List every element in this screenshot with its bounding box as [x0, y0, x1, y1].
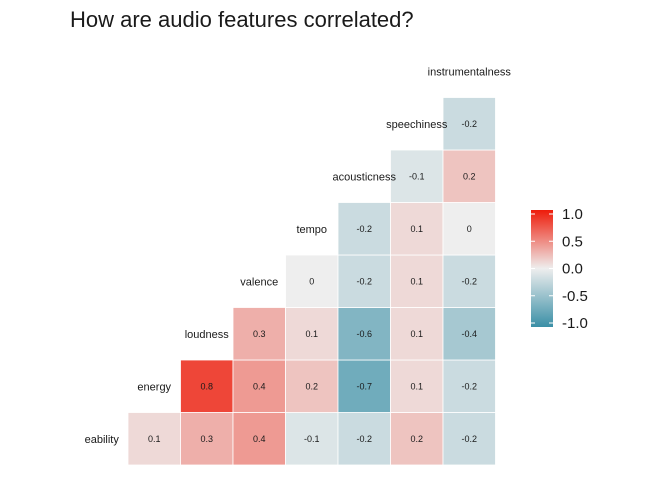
cell-value-label: -0.2 [356, 434, 372, 444]
row-label-speechiness: speechiness [386, 119, 448, 131]
cell-value-label: -0.1 [304, 434, 320, 444]
heatmap-cell-danceability-acousticness [337, 412, 391, 466]
cell-value-label: 0.1 [410, 224, 423, 234]
heatmap-cell-loudness-instrumentalness [442, 307, 496, 361]
cell-value-label: -0.4 [461, 329, 477, 339]
heatmap-cell-loudness-tempo [285, 307, 339, 361]
row-label-instrumentalness: instrumentalness [428, 66, 512, 78]
heatmap-cell-loudness-valence [232, 307, 286, 361]
heatmap-cell-valence-acousticness [337, 254, 391, 308]
row-label-loudness: loudness [185, 329, 230, 341]
cell-value-label: 0.2 [305, 381, 318, 391]
row-label-acousticness: acousticness [332, 171, 396, 183]
heatmap-cell-tempo-speechiness [390, 202, 444, 256]
cell-value-label: -0.7 [356, 381, 372, 391]
row-label-energy: energy [137, 381, 171, 393]
cell-value-label: 0.2 [463, 171, 476, 181]
legend-tick-label: -1.0 [562, 315, 588, 332]
cell-value-label: -0.2 [461, 434, 477, 444]
cell-value-label: -0.1 [409, 171, 425, 181]
cell-value-label: 0.1 [148, 434, 161, 444]
legend-tick-label: 0.0 [562, 261, 583, 278]
cell-value-label: 0.4 [253, 434, 266, 444]
heatmap-cell-energy-acousticness [337, 359, 391, 413]
heatmap-cell-danceability-energy [127, 412, 181, 466]
heatmap-cell-energy-speechiness [390, 359, 444, 413]
heatmap-cell-valence-instrumentalness [442, 254, 496, 308]
heatmap-cell-speechiness-instrumentalness [442, 97, 496, 151]
legend-color-bar [531, 210, 553, 327]
chart-title: How are audio features correlated? [70, 7, 414, 32]
heatmap-cell-energy-instrumentalness [442, 359, 496, 413]
legend-tick-label: -0.5 [562, 288, 588, 305]
cell-value-label: 0.1 [410, 381, 423, 391]
legend-tick-label: 1.0 [562, 206, 583, 223]
cell-value-label: 0.1 [410, 276, 423, 286]
heatmap-cell-energy-valence [232, 359, 286, 413]
cell-value-label: -0.2 [461, 276, 477, 286]
heatmap-cell-loudness-speechiness [390, 307, 444, 361]
cell-value-label: 0.1 [410, 329, 423, 339]
heatmap-cell-valence-tempo [285, 254, 339, 308]
cell-value-label: -0.2 [461, 381, 477, 391]
legend-tick-label: 0.5 [562, 233, 583, 250]
cell-value-label: 0.3 [253, 329, 266, 339]
heatmap-cell-danceability-instrumentalness [442, 412, 496, 466]
heatmap-cell-danceability-valence [232, 412, 286, 466]
cell-value-label: 0.4 [253, 381, 266, 391]
cell-value-label: -0.6 [356, 329, 372, 339]
heatmap-cell-danceability-speechiness [390, 412, 444, 466]
heatmap-cell-acousticness-speechiness [390, 149, 444, 203]
cell-value-label: 0.3 [200, 434, 213, 444]
cell-value-label: 0.8 [200, 381, 213, 391]
heatmap-cell-energy-loudness [180, 359, 234, 413]
heatmap-cell-danceability-tempo [285, 412, 339, 466]
heatmap-cell-loudness-acousticness [337, 307, 391, 361]
cell-value-label: 0 [467, 224, 472, 234]
row-label-valence: valence [240, 276, 278, 288]
cell-value-label: 0.1 [305, 329, 318, 339]
cell-value-label: 0.2 [410, 434, 423, 444]
cell-value-label: -0.2 [461, 119, 477, 129]
heatmap-cell-tempo-acousticness [337, 202, 391, 256]
row-label-tempo: tempo [296, 224, 327, 236]
cell-value-label: -0.2 [356, 224, 372, 234]
color-legend: 1.0 0.5 0.0 -0.5 -1.0 [531, 206, 588, 332]
cell-value-label: 0 [309, 276, 314, 286]
cell-value-label: -0.2 [356, 276, 372, 286]
row-label-danceability: eability [85, 434, 120, 446]
